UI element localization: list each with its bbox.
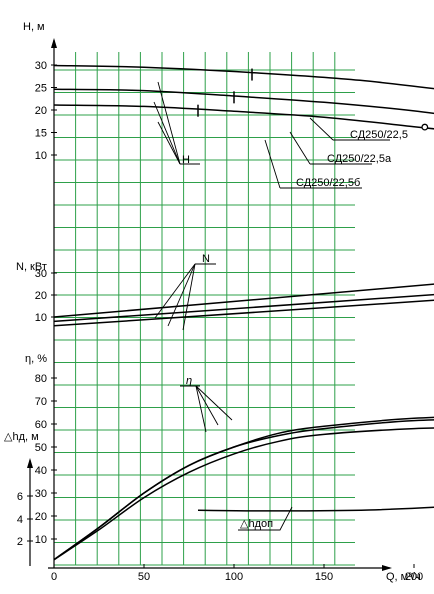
efficiency-leader [195, 385, 219, 426]
power-tick-label: 20 [35, 290, 47, 302]
efficiency-tick-label: 40 [35, 465, 47, 477]
npsh-tick-label: 4 [17, 514, 23, 526]
curves [53, 64, 434, 561]
power-curve [53, 283, 434, 318]
head-curve [53, 88, 434, 115]
x-axis-arrow [382, 565, 392, 571]
efficiency-curve-label: η [186, 375, 192, 387]
head-leader [157, 121, 181, 165]
efficiency-tick-label: 20 [35, 511, 47, 523]
npsh-curve-label: △hдоп [240, 518, 273, 530]
x-tick-label: 200 [405, 571, 423, 583]
npsh-axis-title: △hд, м [4, 431, 39, 443]
efficiency-tick-label: 10 [35, 534, 47, 546]
power-leader [167, 263, 196, 327]
efficiency-tick-label: 80 [35, 373, 47, 385]
efficiency-curve [53, 419, 434, 561]
head-duty-point [421, 123, 429, 131]
head-tick-label: 10 [35, 150, 47, 162]
series-leader-a [309, 117, 390, 141]
npsh-axis-arrow [27, 458, 33, 468]
npsh-curve [197, 506, 434, 512]
series-leader-c [264, 139, 362, 189]
npsh-tick-label: 6 [17, 491, 23, 503]
x-axis-title: Q, м³/ч [386, 571, 421, 583]
efficiency-curve [53, 427, 434, 561]
power-curve [53, 299, 434, 327]
x-tick-label: 150 [315, 571, 333, 583]
efficiency-leader [195, 385, 207, 433]
npsh-tick-label: 2 [17, 536, 23, 548]
efficiency-leader [195, 385, 233, 421]
efficiency-axis-title: η, % [25, 353, 47, 365]
efficiency-curve [53, 416, 434, 561]
npsh-leader [238, 506, 293, 531]
head-tick-label: 15 [35, 128, 47, 140]
power-tick-label: 30 [35, 268, 47, 280]
head-tick-label: 25 [35, 83, 47, 95]
head-tick-label: 20 [35, 105, 47, 117]
efficiency-tick-label: 60 [35, 419, 47, 431]
power-tick-label: 10 [35, 312, 47, 324]
efficiency-tick-label: 70 [35, 396, 47, 408]
head-tick-label: 30 [35, 60, 47, 72]
x-tick-label: 0 [51, 571, 57, 583]
power-axis-title: N, кВт [16, 261, 47, 273]
power-leader [182, 263, 196, 331]
head-curve [53, 104, 434, 130]
power-leader [154, 263, 196, 319]
head-curve-label: H [182, 154, 190, 166]
series-label-sd250-22-5a: СД250/22,5а [327, 153, 392, 165]
head-leader [157, 81, 181, 165]
series-label-sd250-22-5b: СД250/22,5б [296, 177, 360, 189]
labels: 0501001502002503003503025201510302010807… [17, 60, 423, 583]
efficiency-tick-label: 50 [35, 442, 47, 454]
y-axis-arrow [51, 38, 57, 48]
series-leader-b [289, 131, 372, 165]
head-curve [53, 64, 434, 90]
x-tick-label: 50 [138, 571, 150, 583]
x-tick-label: 100 [225, 571, 243, 583]
head-axis-title: H, м [23, 21, 45, 33]
efficiency-tick-label: 30 [35, 488, 47, 500]
head-leader [153, 101, 181, 165]
power-curve [53, 293, 434, 323]
series-label-sd250-22-5: СД250/22,5 [350, 129, 408, 141]
power-curve-label: N [202, 253, 210, 265]
